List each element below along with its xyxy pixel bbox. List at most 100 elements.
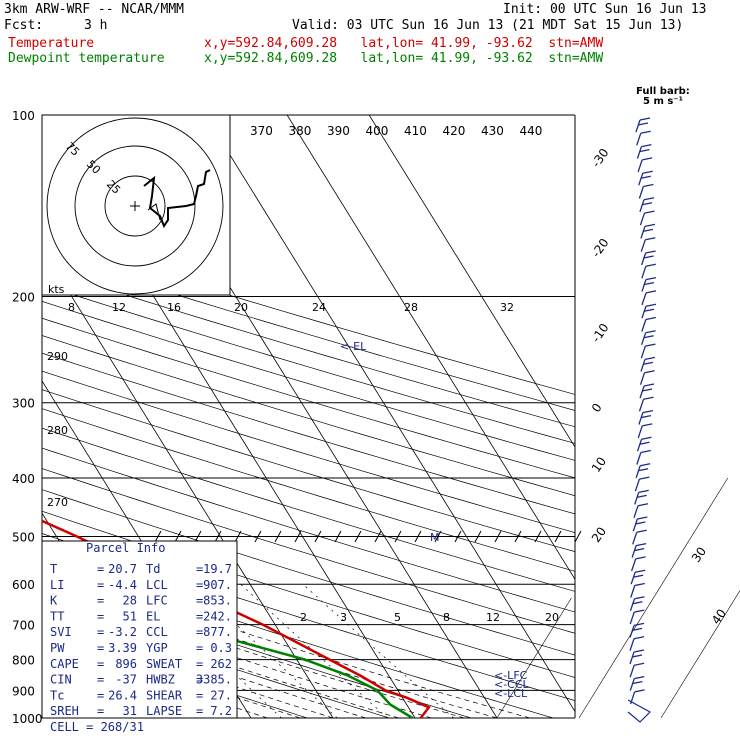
dry-adiabat: [42, 284, 575, 444]
wind-barb-flag: [643, 396, 654, 400]
wind-barb-staff: [641, 266, 647, 279]
parcel-eq: =: [196, 578, 203, 592]
wind-barb-flag: [645, 330, 656, 334]
temperature-location: x,y=592.84,609.28 lat,lon= 41.99, -93.62…: [204, 36, 604, 51]
wind-barbs: [627, 117, 657, 723]
wind-barb-staff: [632, 518, 638, 532]
lcl-annotation: <-LCL: [494, 687, 528, 700]
wind-barb-flag: [643, 197, 655, 201]
wind-barb-flag: [644, 223, 656, 228]
wind-barb-staff: [638, 399, 645, 412]
parcel-eq: =: [196, 673, 203, 687]
wind-barb-flag: [637, 516, 648, 520]
theta-side-label: 270: [47, 496, 68, 509]
header: 3km ARW-WRF -- NCAR/MMM Init: 00 UTC Sun…: [0, 0, 740, 70]
dry-adiabat: [42, 237, 575, 395]
parcel-value: 20.7: [108, 562, 137, 576]
wind-barb-flag: [642, 409, 654, 414]
wind-barb-flag: [633, 622, 645, 627]
parcel-value: 262: [210, 657, 232, 671]
parcel-eq: =: [97, 688, 104, 702]
hatch-mark: [214, 530, 222, 543]
dry-adiabat: [42, 604, 390, 718]
mixing-ratio-label: 2: [300, 611, 307, 624]
wind-barb-staff: [629, 598, 636, 612]
parcel-value: 27.: [210, 688, 232, 702]
hodograph-ring: [46, 117, 224, 295]
hatch-mark: [314, 530, 322, 543]
dry-adiabat: [42, 300, 575, 461]
isotherm-line: [42, 247, 334, 718]
hatch-mark: [474, 530, 482, 543]
hodograph-speed-label: 8: [68, 301, 75, 314]
wind-barb-staff: [629, 651, 635, 665]
wind-barb-staff: [631, 545, 637, 558]
dewpoint-line: [42, 597, 414, 718]
parcel-key: YGP: [146, 641, 168, 655]
parcel-eq: =: [196, 704, 203, 718]
pressure-tick-label: 500: [12, 530, 35, 544]
wind-barb-flag: [642, 170, 653, 174]
hatch-mark: [454, 530, 462, 543]
hodograph-speed-label: 32: [500, 301, 514, 314]
dry-adiabat: [42, 427, 575, 592]
parcel-key: TT: [50, 609, 64, 623]
wind-barb-flag: [641, 202, 653, 206]
dry-adiabat: [42, 447, 575, 613]
surface-wind-barb: [627, 699, 651, 723]
wind-barb-flag: [643, 335, 654, 339]
wind-barb-flag: [640, 449, 651, 454]
hodograph-trace: [143, 169, 211, 229]
parcel-key: SVI: [50, 625, 72, 639]
wind-barb-flag: [633, 649, 645, 653]
dry-adiabat: [42, 335, 575, 497]
parcel-key: EL: [146, 609, 160, 623]
hatch-mark: [234, 530, 242, 543]
parcel-key: LFC: [146, 594, 168, 608]
parcel-value: 51: [123, 609, 137, 623]
pressure-tick-label: 900: [12, 684, 35, 698]
wind-barb-staff: [640, 239, 646, 252]
wind-barb-flag: [643, 308, 655, 312]
wind-barb-staff: [630, 585, 636, 598]
hatch-mark: [494, 530, 502, 543]
parcel-key: LCL: [146, 578, 168, 592]
parcel-value: 907.: [203, 578, 232, 592]
wind-barb-flag: [639, 117, 651, 121]
hodograph-ring: [104, 175, 166, 237]
wind-barb-staff: [641, 319, 647, 332]
wind-barb-staff: [636, 133, 642, 146]
pressure-tick-label: 100: [12, 109, 35, 123]
parcel-key: K: [50, 594, 58, 608]
hatch-mark: [394, 530, 402, 543]
wind-barb-flag: [634, 609, 645, 613]
wind-barb-flag: [637, 122, 649, 126]
wind-barb-flag: [635, 569, 646, 573]
wind-barb-staff: [640, 359, 646, 372]
theta-side-label: 290: [47, 350, 68, 363]
wind-barb-flag: [636, 494, 647, 499]
full-barb-label: Full barb:: [636, 86, 690, 97]
hatch-mark: [294, 530, 302, 543]
wind-barb-staff: [629, 611, 635, 625]
pressure-tick-label: 1000: [12, 712, 43, 726]
hatch-mark: [514, 530, 522, 543]
parcel-value: -4.4: [108, 578, 137, 592]
theta-tick-label: 380: [289, 124, 312, 138]
full-barb-value: 5 m s⁻¹: [643, 96, 683, 107]
parcel-eq: =: [97, 704, 104, 718]
hodograph-speed-label: 20: [234, 301, 248, 314]
wind-barb-staff: [641, 292, 647, 306]
isotherm-tick-label: 40: [709, 606, 729, 627]
lfc-annotation: <-LFC: [494, 669, 528, 682]
mixed-layer-marker: M: [430, 531, 440, 544]
wind-barb-flag: [636, 542, 647, 547]
wind-barb-flag: [641, 436, 652, 440]
wind-barb-staff: [639, 372, 646, 385]
dry-adiabat: [42, 468, 575, 634]
hatch-mark: [554, 530, 562, 543]
mixing-ratio-label: 5: [394, 611, 401, 624]
wind-barb-staff: [640, 345, 646, 359]
